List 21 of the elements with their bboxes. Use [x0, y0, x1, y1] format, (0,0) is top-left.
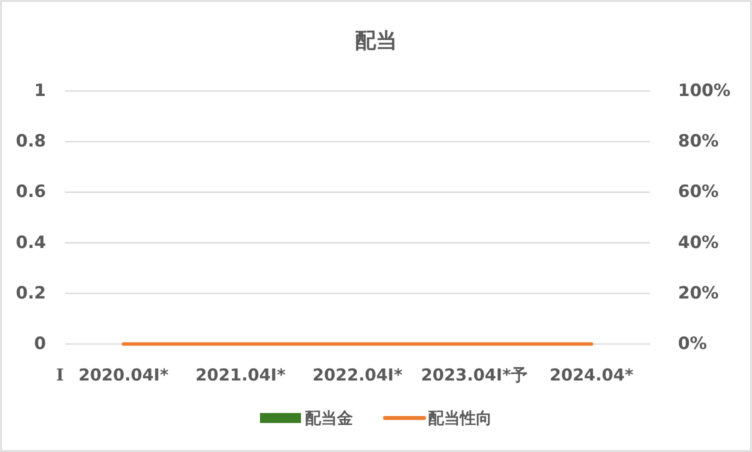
x-tick-label: 2022.04I*	[312, 366, 403, 384]
legend-label: 配当性向	[428, 408, 492, 428]
y-tick-label: 0.2	[16, 283, 46, 304]
y2-tick-label: 0%	[678, 334, 707, 354]
legend-label: 配当金	[305, 408, 353, 428]
x-tick-label: 2024.04*	[550, 366, 634, 384]
chart-title: 配当	[355, 28, 397, 53]
y2-tick-label: 80%	[678, 132, 719, 152]
y2-tick-label: 40%	[678, 232, 719, 253]
y-tick-label: 1	[34, 81, 46, 101]
y-tick-label: 0.4	[16, 232, 46, 253]
text: I	[56, 366, 64, 384]
x-tick-label: 2020.04I*	[78, 366, 169, 384]
y-tick-label: 0.8	[16, 132, 46, 152]
y2-tick-label: 20%	[678, 283, 719, 304]
x-tick-label: 2021.04I*	[196, 366, 286, 384]
y-tick-label: 0	[34, 334, 46, 354]
y2-tick-label: 60%	[678, 182, 719, 202]
x-tick-label: 2023.04I*予	[421, 366, 528, 384]
y2-tick-label: 100%	[678, 81, 731, 101]
y-tick-label: 0.6	[16, 182, 46, 202]
